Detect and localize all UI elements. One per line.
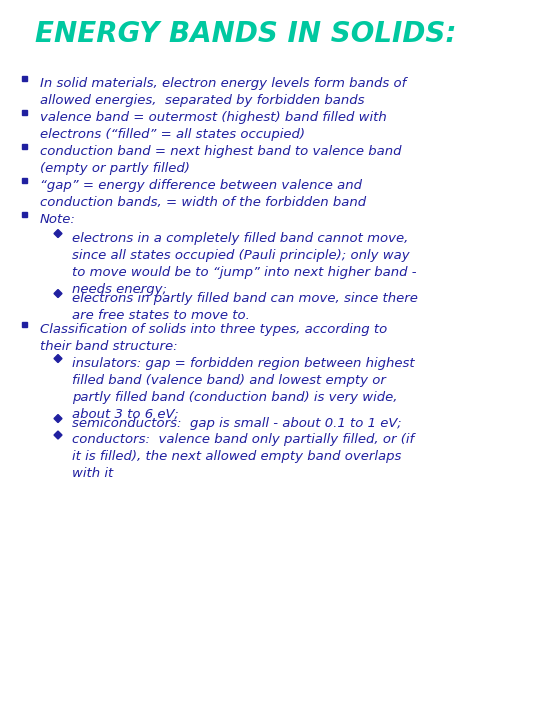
Bar <box>22 178 27 183</box>
Text: conduction band = next highest band to valence band
(empty or partly filled): conduction band = next highest band to v… <box>40 145 402 175</box>
Bar <box>22 212 27 217</box>
Polygon shape <box>54 230 62 238</box>
Polygon shape <box>54 354 62 363</box>
Bar <box>22 76 27 81</box>
Text: Classification of solids into three types, according to
their band structure:: Classification of solids into three type… <box>40 323 387 353</box>
Text: In solid materials, electron energy levels form bands of
allowed energies,  sepa: In solid materials, electron energy leve… <box>40 77 406 107</box>
Text: conductors:  valence band only partially filled, or (if
it is filled), the next : conductors: valence band only partially … <box>72 433 414 480</box>
Polygon shape <box>54 415 62 423</box>
Text: electrons in a completely filled band cannot move,
since all states occupied (Pa: electrons in a completely filled band ca… <box>72 232 416 295</box>
Bar <box>22 144 27 149</box>
Text: ENERGY BANDS IN SOLIDS:: ENERGY BANDS IN SOLIDS: <box>35 20 457 48</box>
Text: insulators: gap = forbidden region between highest
filled band (valence band) an: insulators: gap = forbidden region betwe… <box>72 356 415 420</box>
Polygon shape <box>54 431 62 439</box>
Bar <box>22 322 27 327</box>
Polygon shape <box>54 289 62 297</box>
Text: electrons in partly filled band can move, since there
are free states to move to: electrons in partly filled band can move… <box>72 292 418 322</box>
Text: Note:: Note: <box>40 213 76 226</box>
Text: valence band = outermost (highest) band filled with
electrons (“filled” = all st: valence band = outermost (highest) band … <box>40 111 387 141</box>
Text: semiconductors:  gap is small - about 0.1 to 1 eV;: semiconductors: gap is small - about 0.1… <box>72 417 402 430</box>
Bar <box>22 110 27 115</box>
Text: “gap” = energy difference between valence and
conduction bands, = width of the f: “gap” = energy difference between valenc… <box>40 179 366 209</box>
